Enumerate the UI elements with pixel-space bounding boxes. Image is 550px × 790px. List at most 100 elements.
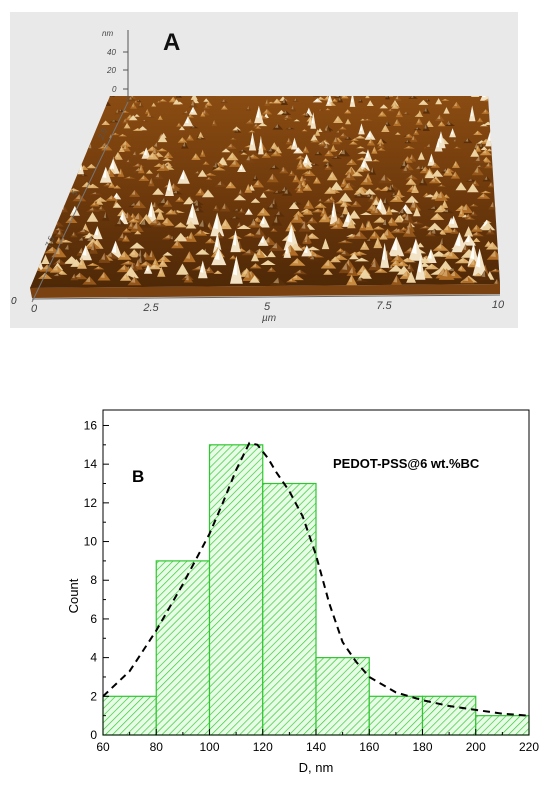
afm-grain bbox=[314, 129, 321, 136]
histogram-chart: 60 80 100 120 140 160 180 200 220 0246810121416 … bbox=[66, 409, 539, 775]
afm-grain-highlight bbox=[223, 148, 227, 152]
afm-grain bbox=[342, 204, 349, 215]
afm-grain-highlight bbox=[252, 252, 256, 259]
afm-grain-highlight bbox=[383, 124, 386, 130]
afm-grain-highlight bbox=[448, 251, 453, 257]
afm-grain bbox=[373, 216, 388, 223]
afm-x-tick: 0 bbox=[31, 303, 38, 315]
afm-grain-highlight bbox=[164, 199, 168, 205]
afm-grain-highlight bbox=[393, 254, 399, 260]
afm-grain bbox=[165, 209, 177, 215]
afm-grain-highlight bbox=[437, 204, 442, 210]
afm-grain-highlight bbox=[392, 192, 395, 196]
afm-grain-highlight bbox=[357, 257, 363, 261]
afm-grain-highlight bbox=[482, 149, 487, 154]
afm-grain bbox=[349, 141, 358, 145]
afm-grain-highlight bbox=[335, 254, 341, 259]
afm-grain bbox=[204, 238, 217, 244]
afm-side-tick: 2.5 bbox=[96, 127, 109, 142]
afm-grain-highlight bbox=[405, 140, 409, 143]
afm-grain-highlight bbox=[436, 98, 439, 103]
afm-grain-highlight bbox=[395, 228, 400, 232]
afm-grain-highlight bbox=[426, 120, 430, 125]
afm-grain bbox=[117, 168, 125, 177]
afm-grain bbox=[372, 199, 380, 205]
afm-grain bbox=[319, 140, 328, 147]
afm-grain bbox=[459, 203, 473, 213]
afm-grain bbox=[424, 143, 434, 149]
afm-grain bbox=[357, 151, 369, 154]
afm-grain bbox=[406, 271, 416, 283]
afm-grain bbox=[270, 228, 278, 232]
afm-grain-highlight bbox=[318, 128, 321, 131]
afm-grain-highlight bbox=[356, 277, 362, 281]
afm-grain-highlight bbox=[433, 213, 438, 218]
afm-grain bbox=[195, 219, 211, 230]
afm-grain bbox=[57, 270, 68, 275]
afm-grain bbox=[256, 207, 271, 216]
y-tick-label: 0 bbox=[90, 728, 97, 742]
x-tick-label: 220 bbox=[519, 740, 539, 754]
afm-grain bbox=[113, 185, 121, 189]
afm-grain bbox=[322, 125, 331, 133]
afm-grain-highlight bbox=[253, 174, 256, 179]
afm-grain-highlight bbox=[159, 134, 163, 140]
afm-grain-highlight bbox=[206, 172, 211, 175]
afm-grain bbox=[247, 118, 254, 125]
afm-grain-highlight bbox=[185, 116, 189, 124]
afm-grain-highlight bbox=[455, 232, 461, 247]
afm-grain-highlight bbox=[481, 124, 485, 126]
afm-grain-highlight bbox=[340, 149, 345, 155]
afm-grain-highlight bbox=[89, 207, 94, 211]
afm-grain bbox=[285, 127, 296, 130]
afm-grain-highlight bbox=[444, 251, 450, 256]
afm-grain bbox=[248, 130, 256, 133]
afm-grain bbox=[280, 98, 288, 105]
afm-grain bbox=[366, 100, 374, 106]
afm-grain-highlight bbox=[239, 208, 243, 212]
afm-grain-highlight bbox=[94, 226, 98, 236]
afm-grain-highlight bbox=[160, 197, 165, 204]
afm-grain-highlight bbox=[345, 211, 350, 223]
afm-grain-highlight bbox=[417, 255, 421, 273]
afm-grain bbox=[486, 148, 493, 152]
afm-grain-highlight bbox=[436, 138, 439, 148]
afm-grain bbox=[302, 233, 312, 244]
afm-grain-highlight bbox=[335, 115, 339, 121]
afm-grain-highlight bbox=[153, 142, 158, 147]
afm-grain-highlight bbox=[75, 272, 81, 278]
afm-grain bbox=[93, 197, 107, 202]
afm-grain-highlight bbox=[84, 181, 88, 186]
afm-grain bbox=[101, 211, 110, 221]
afm-grain-highlight bbox=[92, 201, 96, 205]
afm-grain-highlight bbox=[357, 135, 361, 138]
afm-grain-highlight bbox=[376, 216, 382, 221]
afm-grain-highlight bbox=[193, 97, 196, 102]
afm-grain bbox=[369, 231, 381, 239]
afm-grain bbox=[360, 241, 370, 250]
afm-grain bbox=[174, 222, 188, 228]
afm-grain bbox=[79, 173, 89, 177]
afm-grain-highlight bbox=[421, 262, 426, 266]
afm-grain-highlight bbox=[404, 213, 409, 221]
afm-grain bbox=[145, 169, 153, 174]
afm-grain bbox=[425, 98, 431, 102]
afm-grain bbox=[50, 273, 66, 277]
afm-grain-highlight bbox=[204, 189, 209, 195]
afm-grain-highlight bbox=[431, 177, 435, 182]
afm-grain-highlight bbox=[298, 163, 303, 168]
afm-grain-highlight bbox=[55, 258, 61, 263]
afm-grain-highlight bbox=[361, 158, 365, 168]
afm-grain-highlight bbox=[147, 112, 150, 116]
afm-grain-highlight bbox=[485, 121, 489, 125]
afm-grain-highlight bbox=[100, 145, 104, 148]
afm-grain-highlight bbox=[382, 242, 386, 261]
afm-grain-highlight bbox=[444, 224, 449, 231]
afm-grain bbox=[353, 193, 367, 198]
histogram-bar bbox=[102, 695, 157, 736]
afm-grain bbox=[414, 112, 424, 117]
afm-grain-highlight bbox=[366, 188, 371, 193]
afm-grain-highlight bbox=[130, 115, 134, 119]
afm-grain-highlight bbox=[470, 259, 475, 265]
afm-grain-highlight bbox=[378, 138, 381, 143]
